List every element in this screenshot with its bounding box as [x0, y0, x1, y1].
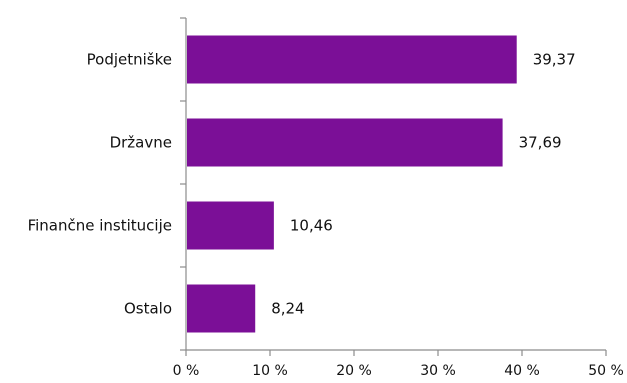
category-label: Ostalo [124, 300, 172, 318]
x-tick-label: 40 % [504, 363, 540, 379]
bar [187, 284, 256, 333]
value-labels: 39,37 37,69 10,46 8,24 [271, 51, 575, 318]
category-label: Finančne institucije [28, 217, 172, 235]
x-tick-label: 20 % [336, 363, 372, 379]
category-label: Državne [110, 134, 172, 152]
chart-axes [180, 17, 606, 351]
x-tick-label: 10 % [252, 363, 288, 379]
bar [187, 201, 274, 250]
x-tick-label: 0 % [173, 363, 200, 379]
category-labels: Podjetniške Državne Finančne institucije Os… [28, 51, 172, 318]
data-label: 8,24 [271, 300, 304, 318]
chart-bars [187, 35, 517, 333]
x-tick-label: 30 % [420, 363, 456, 379]
category-label: Podjetniške [87, 51, 172, 69]
x-tick-label: 50 % [588, 363, 624, 379]
data-label: 37,69 [519, 134, 562, 152]
bar [187, 118, 503, 167]
x-axis-ticks: 0 % 10 % 20 % 30 % 40 % 50 % [173, 350, 624, 379]
bar [187, 35, 517, 84]
data-label: 10,46 [290, 217, 333, 235]
data-label: 39,37 [533, 51, 576, 69]
